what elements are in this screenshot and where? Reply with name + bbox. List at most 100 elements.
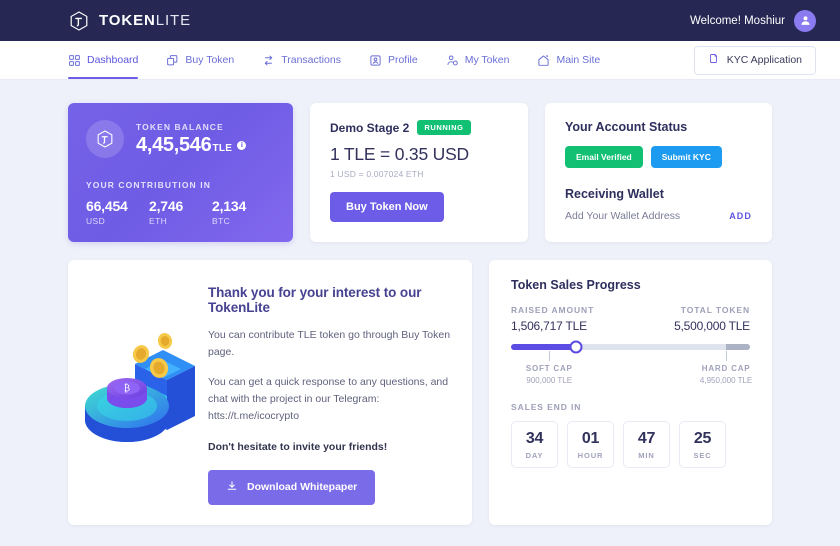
countdown-value: 34 xyxy=(525,430,544,447)
balance-unit: TLE xyxy=(212,142,233,154)
welcome-paragraph-3: Don't hesitate to invite your friends! xyxy=(208,440,388,453)
receiving-wallet-title: Receiving Wallet xyxy=(565,187,664,201)
nav-item-my-token[interactable]: My Token xyxy=(432,41,524,79)
contribution-list: 66,454 USD 2,746 ETH 2,134 BTC xyxy=(86,198,275,226)
raised-amount-block: RAISED AMOUNT 1,506,717 TLE xyxy=(511,305,594,333)
soft-cap-label: SOFT CAP xyxy=(525,364,573,373)
buy-token-now-button[interactable]: Buy Token Now xyxy=(330,192,444,222)
user-avatar-icon[interactable] xyxy=(794,9,816,32)
welcome-message-body: Thank you for your interest to our Token… xyxy=(208,282,452,505)
token-sales-progress-card: Token Sales Progress RAISED AMOUNT 1,506… xyxy=(489,260,772,525)
stage-header: Demo Stage 2 RUNNING xyxy=(330,120,508,135)
layers-icon xyxy=(166,54,179,67)
soft-cap-value: 900,000 TLE xyxy=(526,376,573,385)
welcome-title: Thank you for your interest to our Token… xyxy=(208,285,422,315)
hard-cap-segment xyxy=(726,344,750,350)
progress-slider[interactable]: SOFT CAP 900,000 TLE HARD CAP 4,950,000 … xyxy=(511,340,752,385)
progress-handle[interactable] xyxy=(569,340,583,354)
user-square-icon xyxy=(369,54,382,67)
nav-label: Transactions xyxy=(281,54,341,66)
countdown-box: 47 MIN xyxy=(623,421,670,468)
svg-text:₿: ₿ xyxy=(124,383,130,393)
user-coin-icon xyxy=(446,54,459,67)
cube-logo-icon xyxy=(86,120,124,158)
total-label: TOTAL TOKEN xyxy=(680,305,750,315)
brand-text: TOKENLITE xyxy=(99,12,191,29)
contribution-item: 2,134 BTC xyxy=(212,198,275,226)
crypto-stack-illustration: ₿ xyxy=(82,282,202,505)
kyc-button-label: KYC Application xyxy=(726,54,802,66)
welcome-paragraph-1: You can contribute TLE token go through … xyxy=(208,329,451,359)
token-rate: 1 TLE = 0.35 USD xyxy=(330,144,469,164)
account-status-card: Your Account Status Email Verified Submi… xyxy=(545,103,772,242)
nav-item-profile[interactable]: Profile xyxy=(355,41,432,79)
raised-value: 1,506,717 TLE xyxy=(511,319,587,333)
contribution-value: 2,134 xyxy=(212,198,247,214)
kyc-application-button[interactable]: KYC Application xyxy=(693,45,816,75)
info-icon[interactable]: i xyxy=(237,140,247,150)
contribution-value: 66,454 xyxy=(86,198,128,214)
hard-cap-value: 4,950,000 TLE xyxy=(699,376,753,385)
submit-kyc-badge[interactable]: Submit KYC xyxy=(650,146,722,168)
contribution-currency: USD xyxy=(86,216,106,226)
user-area[interactable]: Welcome! Moshiur xyxy=(689,9,816,32)
navbar-actions: KYC Application xyxy=(693,41,816,79)
countdown-box: 25 SEC xyxy=(679,421,726,468)
nav-label: My Token xyxy=(464,54,510,66)
email-verified-badge[interactable]: Email Verified xyxy=(565,146,643,168)
hard-cap-tick xyxy=(726,351,728,361)
balance-amount: 4,45,546 xyxy=(136,133,212,156)
balance-value: 4,45,546 TLE i xyxy=(136,133,247,157)
content-row: ₿ Thank you for your interest to our Tok… xyxy=(68,260,772,525)
countdown-unit: SEC xyxy=(693,451,712,460)
nav-item-list: Dashboard Buy Token Transactions xyxy=(68,41,614,79)
progress-stats: RAISED AMOUNT 1,506,717 TLE TOTAL TOKEN … xyxy=(511,305,750,333)
nav-item-main-site[interactable]: Main Site xyxy=(523,41,614,79)
countdown-unit: MIN xyxy=(638,451,655,460)
welcome-text: Welcome! Moshiur xyxy=(689,14,785,27)
exchange-icon xyxy=(262,54,275,67)
balance-label: TOKEN BALANCE xyxy=(136,121,224,132)
nav-label: Buy Token xyxy=(185,54,235,66)
raised-label: RAISED AMOUNT xyxy=(511,305,595,315)
countdown-box: 34 DAY xyxy=(511,421,558,468)
add-wallet-link[interactable]: ADD xyxy=(729,211,752,221)
brand-logo[interactable]: TOKENLITE xyxy=(68,10,191,32)
contribution-item: 66,454 USD xyxy=(86,198,149,226)
account-badges: Email Verified Submit KYC xyxy=(565,146,752,168)
progress-title: Token Sales Progress xyxy=(511,278,641,292)
countdown-box: 01 HOUR xyxy=(567,421,614,468)
total-value: 5,500,000 TLE xyxy=(674,319,750,333)
progress-track xyxy=(511,344,750,350)
nav-item-dashboard[interactable]: Dashboard xyxy=(68,41,152,79)
wallet-address-placeholder: Add Your Wallet Address xyxy=(565,210,681,222)
progress-fill xyxy=(511,344,576,350)
nav-item-transactions[interactable]: Transactions xyxy=(248,41,355,79)
dashboard-page: TOKEN BALANCE 4,45,546 TLE i YOUR CONTRIB… xyxy=(0,80,840,525)
hard-cap-label: HARD CAP xyxy=(701,364,751,373)
stage-name: Demo Stage 2 xyxy=(330,120,410,135)
countdown-unit: HOUR xyxy=(577,451,604,460)
token-rate-sub: 1 USD = 0.007024 ETH xyxy=(330,169,424,179)
nav-label: Profile xyxy=(387,54,418,66)
brand-light: LITE xyxy=(155,12,192,29)
balance-header: TOKEN BALANCE 4,45,546 TLE i xyxy=(86,120,275,158)
download-whitepaper-button[interactable]: Download Whitepaper xyxy=(208,469,376,505)
brand-bold: TOKEN xyxy=(99,12,156,29)
contribution-currency: ETH xyxy=(149,216,168,226)
cube-logo-icon xyxy=(68,10,90,32)
welcome-paragraph-2: You can get a quick response to any ques… xyxy=(208,375,449,423)
contribution-value: 2,746 xyxy=(149,198,184,214)
welcome-message-card: ₿ Thank you for your interest to our Tok… xyxy=(68,260,472,525)
top-header-bar: TOKENLITE Welcome! Moshiur xyxy=(0,0,840,41)
nav-item-buy-token[interactable]: Buy Token xyxy=(152,41,248,79)
contribution-item: 2,746 ETH xyxy=(149,198,212,226)
total-token-block: TOTAL TOKEN 5,500,000 TLE xyxy=(674,305,750,333)
countdown-timer: 34 DAY 01 HOUR 47 MIN 25 SEC xyxy=(511,421,750,468)
hard-cap-note: HARD CAP 4,950,000 TLE xyxy=(671,364,781,385)
soft-cap-tick xyxy=(549,351,551,361)
token-balance-card: TOKEN BALANCE 4,45,546 TLE i YOUR CONTRIB… xyxy=(68,103,293,242)
contribution-label: YOUR CONTRIBUTION IN xyxy=(86,180,211,190)
countdown-value: 25 xyxy=(693,430,712,447)
account-status-title: Your Account Status xyxy=(565,120,688,134)
